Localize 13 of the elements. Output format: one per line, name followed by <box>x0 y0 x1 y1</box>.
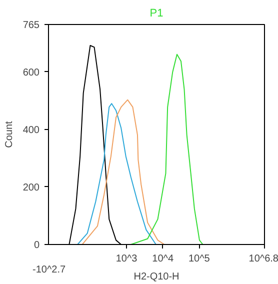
y-tick-label: 0 <box>34 240 40 251</box>
y-tick-label: 400 <box>22 124 40 136</box>
y-tick-label: 765 <box>22 20 40 31</box>
x-tick-label: 10^5 <box>188 254 210 264</box>
x-axis-title: H2-Q10-H <box>134 272 180 282</box>
text: -10^2.7 <box>32 264 66 276</box>
chart-title: P1 <box>150 8 164 20</box>
x-tick-label: 10^4 <box>152 254 174 264</box>
x-tick-label: 10^3 <box>116 254 138 264</box>
y-axis-title: Count <box>4 120 15 148</box>
x-tick-label: 10^6.8 <box>248 254 278 264</box>
y-tick-label: 200 <box>22 182 40 194</box>
y-tick-label: 600 <box>22 67 40 78</box>
